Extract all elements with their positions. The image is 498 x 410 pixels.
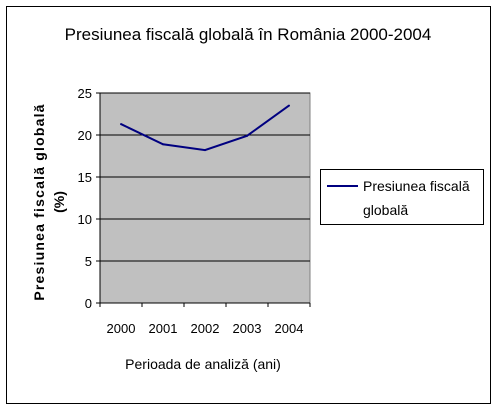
x-tick-label: 2001 — [149, 321, 178, 336]
series-group — [120, 104, 290, 152]
legend: Presiunea fiscală globală — [320, 169, 484, 225]
y-tick-label: 0 — [85, 296, 92, 311]
legend-series-label-line-2: globală — [363, 202, 408, 218]
data-point — [288, 104, 290, 107]
data-point — [162, 143, 164, 146]
gridlines — [100, 92, 310, 262]
data-point — [120, 123, 122, 126]
data-point — [204, 149, 206, 152]
y-axis-ticks: 0 5 10 15 20 25 — [78, 86, 100, 311]
y-axis-title-line-1: Presiunea fiscală globală — [31, 103, 47, 300]
y-tick-label: 20 — [78, 128, 92, 143]
x-tick-label: 2004 — [275, 321, 304, 336]
y-axis-title-line-2: (%) — [51, 191, 67, 213]
y-tick-label: 10 — [78, 212, 92, 227]
legend-series-label-line-1: Presiunea fiscală — [363, 178, 470, 194]
x-axis-title: Perioada de analiză (ani) — [125, 356, 281, 372]
y-tick-label: 15 — [78, 170, 92, 185]
plot-area — [99, 92, 311, 304]
x-tick-label: 2003 — [233, 321, 262, 336]
chart-title: Presiunea fiscală globală în România 200… — [65, 25, 432, 44]
y-tick-label: 25 — [78, 86, 92, 101]
y-tick-label: 5 — [85, 254, 92, 269]
x-tick-label: 2000 — [107, 321, 136, 336]
x-axis-ticks: 2000 2001 2002 2003 2004 — [99, 303, 311, 336]
legend-box — [320, 169, 484, 225]
data-point — [246, 134, 248, 137]
x-tick-label: 2002 — [191, 321, 220, 336]
